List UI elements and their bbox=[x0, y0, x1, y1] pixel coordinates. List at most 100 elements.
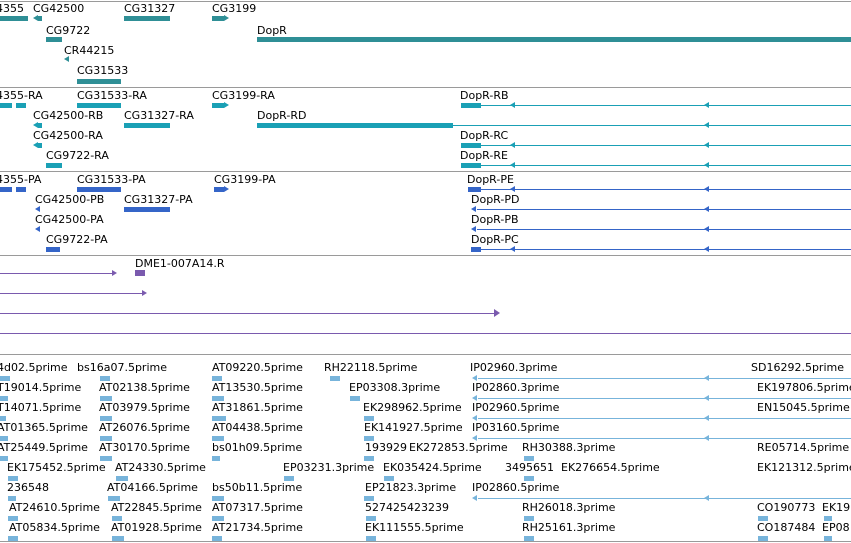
feature-label[interactable]: AT09220.5prime bbox=[212, 361, 303, 374]
feature-label[interactable]: IP02960.3prime bbox=[470, 361, 558, 374]
feature-glyph[interactable] bbox=[758, 516, 768, 521]
feature-label[interactable]: EN15045.5prime bbox=[757, 401, 850, 414]
feature-label[interactable]: CG3199 bbox=[212, 2, 257, 15]
feature-label[interactable]: DopR-PE bbox=[467, 173, 514, 186]
feature-label[interactable]: 4355 bbox=[0, 2, 24, 15]
feature-label[interactable]: EK272853.5prime bbox=[409, 441, 508, 454]
feature-glyph[interactable] bbox=[0, 187, 12, 192]
feature-label[interactable]: 4355-RA bbox=[0, 89, 43, 102]
feature-label[interactable]: AT02138.5prime bbox=[99, 381, 190, 394]
feature-glyph[interactable] bbox=[0, 16, 28, 21]
feature-label[interactable]: RH25161.3prime bbox=[522, 521, 616, 534]
feature-label[interactable]: bs50b11.5prime bbox=[212, 481, 303, 494]
feature-label[interactable]: DopR bbox=[257, 24, 287, 37]
feature-label[interactable]: CG42500-PB bbox=[35, 193, 105, 206]
feature-glyph[interactable] bbox=[212, 416, 226, 421]
feature-label[interactable]: DopR-PD bbox=[471, 193, 520, 206]
feature-label[interactable]: DopR-RE bbox=[460, 149, 508, 162]
feature-label[interactable]: DopR-PC bbox=[471, 233, 519, 246]
feature-label[interactable]: AT07317.5prime bbox=[212, 501, 303, 514]
feature-label[interactable]: AT04166.5prime bbox=[107, 481, 198, 494]
feature-glyph[interactable] bbox=[112, 516, 122, 521]
feature-glyph[interactable] bbox=[212, 496, 224, 501]
feature-glyph[interactable] bbox=[116, 476, 128, 481]
feature-glyph[interactable] bbox=[461, 103, 481, 108]
feature-glyph[interactable] bbox=[16, 187, 26, 192]
feature-glyph[interactable] bbox=[824, 516, 832, 521]
feature-label[interactable]: EK298962.5prime bbox=[363, 401, 462, 414]
feature-glyph[interactable] bbox=[524, 516, 534, 521]
feature-glyph[interactable] bbox=[38, 123, 42, 128]
feature-label[interactable]: CG31327-PA bbox=[124, 193, 193, 206]
feature-glyph[interactable] bbox=[257, 123, 453, 128]
feature-glyph[interactable] bbox=[135, 270, 145, 276]
feature-glyph[interactable] bbox=[46, 247, 60, 252]
feature-glyph[interactable] bbox=[212, 516, 224, 521]
feature-label[interactable]: DopR-RD bbox=[257, 109, 307, 122]
feature-label[interactable]: CG42500 bbox=[33, 2, 85, 15]
feature-glyph[interactable] bbox=[824, 536, 832, 541]
feature-label[interactable]: EK175452.5prime bbox=[7, 461, 106, 474]
feature-glyph[interactable] bbox=[124, 123, 170, 128]
feature-glyph[interactable] bbox=[0, 396, 8, 401]
feature-glyph[interactable] bbox=[124, 207, 170, 212]
feature-glyph[interactable] bbox=[366, 516, 376, 521]
feature-glyph[interactable] bbox=[212, 376, 222, 381]
feature-label[interactable]: CG42500-RA bbox=[33, 129, 103, 142]
feature-label[interactable]: DopR-RB bbox=[460, 89, 509, 102]
feature-glyph[interactable] bbox=[46, 37, 62, 42]
feature-label[interactable]: EP21823.3prime bbox=[365, 481, 457, 494]
feature-glyph[interactable] bbox=[16, 103, 26, 108]
feature-label[interactable]: EP03231.3prime bbox=[283, 461, 375, 474]
feature-glyph[interactable] bbox=[468, 187, 481, 192]
feature-label[interactable]: CG31533-RA bbox=[77, 89, 147, 102]
feature-glyph[interactable] bbox=[77, 79, 121, 84]
feature-label[interactable]: 236548 bbox=[7, 481, 49, 494]
feature-glyph[interactable] bbox=[524, 456, 534, 461]
feature-label[interactable]: DopR-PB bbox=[471, 213, 519, 226]
feature-label[interactable]: CG42500-PA bbox=[35, 213, 104, 226]
feature-glyph[interactable] bbox=[0, 376, 10, 381]
feature-glyph[interactable] bbox=[214, 187, 224, 192]
feature-glyph[interactable] bbox=[364, 416, 374, 421]
feature-label[interactable]: AT13530.5prime bbox=[212, 381, 303, 394]
feature-label[interactable]: CG42500-RB bbox=[33, 109, 104, 122]
feature-label[interactable]: AT30170.5prime bbox=[99, 441, 190, 454]
feature-glyph[interactable] bbox=[38, 143, 42, 148]
feature-label[interactable]: AT24330.5prime bbox=[115, 461, 206, 474]
feature-glyph[interactable] bbox=[758, 536, 768, 541]
feature-glyph[interactable] bbox=[77, 187, 121, 192]
feature-glyph[interactable] bbox=[257, 37, 851, 42]
feature-glyph[interactable] bbox=[0, 436, 8, 441]
feature-label[interactable]: CG9722 bbox=[46, 24, 91, 37]
feature-label[interactable]: AT01365.5prime bbox=[0, 421, 88, 434]
feature-label[interactable]: 3495651 bbox=[505, 461, 554, 474]
feature-glyph[interactable] bbox=[364, 496, 374, 501]
feature-label[interactable]: EK035424.5prime bbox=[383, 461, 482, 474]
feature-glyph[interactable] bbox=[100, 416, 112, 421]
feature-label[interactable]: CG31327 bbox=[124, 2, 176, 15]
feature-glyph[interactable] bbox=[524, 476, 534, 481]
feature-label[interactable]: T19014.5prime bbox=[0, 381, 82, 394]
feature-label[interactable]: IP03160.5prime bbox=[472, 421, 560, 434]
feature-label[interactable]: T14071.5prime bbox=[0, 401, 82, 414]
feature-label[interactable]: AT25449.5prime bbox=[0, 441, 88, 454]
feature-label[interactable]: CG9722-RA bbox=[46, 149, 109, 162]
feature-label[interactable]: EP03308.3prime bbox=[349, 381, 441, 394]
feature-glyph[interactable] bbox=[364, 436, 374, 441]
feature-label[interactable]: EP08 bbox=[822, 521, 850, 534]
feature-glyph[interactable] bbox=[100, 436, 112, 441]
feature-label[interactable]: AT22845.5prime bbox=[111, 501, 202, 514]
feature-glyph[interactable] bbox=[0, 103, 12, 108]
feature-label[interactable]: CG31327-RA bbox=[124, 109, 194, 122]
feature-label[interactable]: DME1-007A14.R bbox=[135, 257, 225, 270]
feature-label[interactable]: SD16292.5prime bbox=[751, 361, 844, 374]
feature-glyph[interactable] bbox=[0, 416, 6, 421]
feature-label[interactable]: 527425423239 bbox=[365, 501, 449, 514]
feature-label[interactable]: RH26018.3prime bbox=[522, 501, 616, 514]
feature-glyph[interactable] bbox=[8, 536, 18, 541]
feature-label[interactable]: CG9722-PA bbox=[46, 233, 108, 246]
feature-label[interactable]: RH30388.3prime bbox=[522, 441, 616, 454]
feature-label[interactable]: IP02960.5prime bbox=[472, 401, 560, 414]
feature-glyph[interactable] bbox=[524, 536, 534, 541]
